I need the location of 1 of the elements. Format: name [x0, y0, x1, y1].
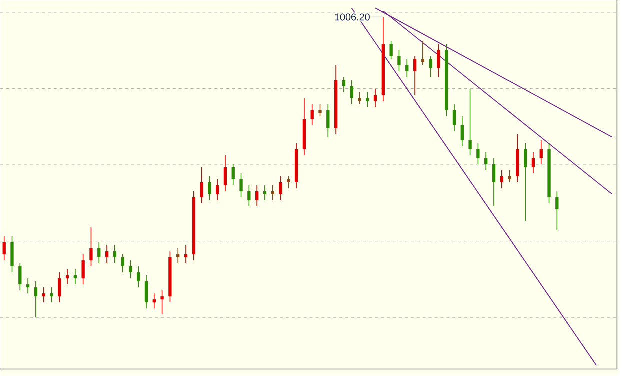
annotation: 1006.20: [335, 14, 370, 21]
